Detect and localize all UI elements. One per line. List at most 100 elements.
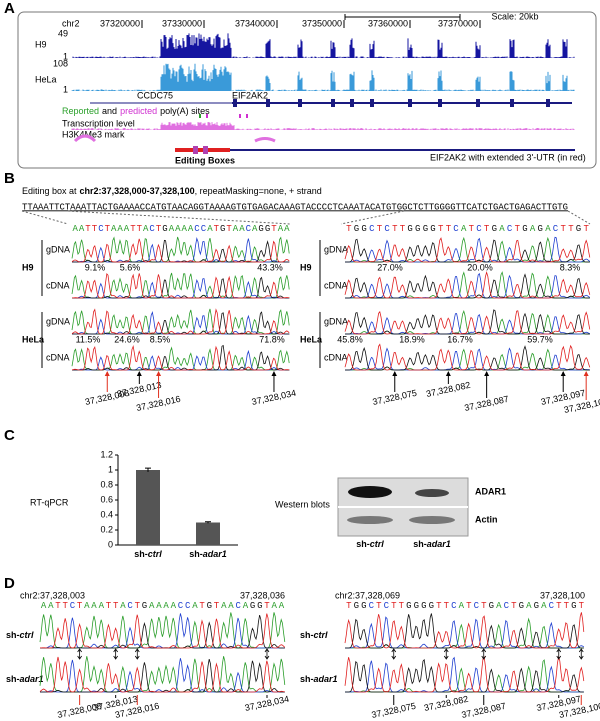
arrow-head: [583, 371, 589, 376]
trace: [345, 238, 590, 263]
edit-percent: 16.7%: [447, 334, 473, 344]
editing-header: Editing box at chr2:37,328,000-37,328,100…: [22, 186, 322, 196]
transcription-track: [71, 122, 575, 130]
reference-sequence: TTAAATTCTAAATTACTGAAAACCATGTAACAGGTAAAAG…: [22, 202, 568, 212]
trace: [72, 236, 290, 263]
edit-percent: 18.9%: [399, 334, 425, 344]
trace: [345, 309, 590, 335]
y-tick-label: 1: [108, 464, 113, 474]
double-arrow: [113, 648, 118, 660]
polya-legend-part: and: [102, 106, 117, 116]
exon: [331, 99, 335, 107]
exon: [350, 99, 354, 107]
exon: [233, 99, 237, 107]
end-coordinate: 37,328,036: [240, 590, 285, 600]
exon: [370, 99, 374, 107]
utr-note: EIF2AK2 with extended 3'-UTR (in red): [430, 152, 586, 162]
row-label: sh-adar1: [6, 674, 44, 684]
x-tick-label: sh-ctrl: [134, 549, 162, 559]
header-prefix: Editing box at: [22, 186, 77, 196]
sample-name: HeLa: [300, 334, 323, 344]
trace: [344, 310, 591, 335]
row-label: sh-ctrl: [6, 630, 34, 640]
coordinate-label: 37330000: [162, 18, 202, 28]
h3k4-track: [73, 134, 276, 143]
trace: [71, 238, 290, 263]
start-coordinate: chr2:37,328,069: [335, 590, 400, 600]
row-label: cDNA: [46, 352, 70, 362]
trace: [344, 270, 591, 299]
trace: [39, 656, 286, 693]
bar: [196, 522, 220, 545]
polya-legend-part: predicted: [120, 106, 157, 116]
blot-title: Western blots: [275, 499, 330, 509]
track-name: H9: [35, 39, 47, 49]
guide-line: [567, 210, 591, 225]
coordinate-label: 37360000: [368, 18, 408, 28]
exon: [438, 99, 442, 107]
double-arrow: [556, 648, 562, 660]
lane-label: sh-adar1: [413, 539, 451, 549]
editing-box: [203, 146, 208, 154]
polya-legend-part: Reported: [62, 106, 99, 116]
guide-line: [67, 210, 291, 225]
trace: [72, 349, 290, 371]
exon: [408, 99, 412, 107]
trace: [71, 272, 290, 299]
editing-boxes-label: Editing Boxes: [175, 155, 235, 165]
edit-percent: 59.7%: [527, 334, 553, 344]
trace: [72, 311, 290, 335]
trace: [72, 278, 290, 299]
row-label: gDNA: [324, 316, 348, 326]
blot-band: [415, 489, 449, 497]
edit-percent: 45.8%: [337, 334, 363, 344]
double-arrow: [264, 648, 270, 660]
row-label: gDNA: [46, 244, 70, 254]
edit-percent: 24.6%: [114, 334, 140, 344]
blot-band: [348, 486, 392, 498]
trace: [344, 343, 591, 371]
edit-percent: 9.1%: [85, 262, 106, 272]
y-tick-label: 0: [108, 539, 113, 549]
error-bar: [205, 521, 211, 524]
start-coordinate: chr2:37,328,003: [20, 590, 85, 600]
trace: [39, 656, 285, 693]
guide-line: [340, 210, 405, 225]
trace: [71, 308, 290, 335]
panel-label: A: [4, 0, 15, 17]
trace: [72, 311, 290, 335]
lane-label: sh-ctrl: [356, 539, 384, 549]
coordinate-label: 37340000: [235, 18, 275, 28]
edit-percent: 20.0%: [467, 262, 493, 272]
exon: [298, 99, 302, 107]
trace: [344, 612, 585, 649]
exon: [476, 99, 480, 107]
blot-band: [409, 516, 455, 524]
coverage-track: [72, 33, 575, 58]
double-arrow: [391, 648, 397, 660]
double-arrow: [443, 648, 449, 660]
editing-box: [193, 146, 198, 154]
chart-title: RT-qPCR: [30, 497, 69, 507]
gene-name: CCDC75: [137, 90, 173, 100]
row-label: cDNA: [324, 352, 348, 362]
base-calls: AATTCTAAATTACTGAAAACCATGTAACAGGTAA: [72, 224, 290, 234]
row-label: gDNA: [324, 244, 348, 254]
trace: [40, 658, 285, 693]
track-min: 1: [63, 84, 68, 94]
y-tick-label: 0.4: [100, 509, 113, 519]
trace: [39, 612, 286, 649]
arrow-head: [271, 371, 277, 376]
gene-name: EIF2AK2: [232, 90, 268, 100]
sample-name: HeLa: [22, 334, 45, 344]
edit-percent: 27.0%: [377, 262, 403, 272]
arrow-head: [156, 371, 162, 376]
trace: [39, 613, 286, 649]
trace: [71, 344, 290, 371]
end-coordinate: 37,328,100: [540, 590, 585, 600]
sample-name: H9: [22, 262, 34, 272]
track-name: Transcription level: [62, 118, 135, 128]
